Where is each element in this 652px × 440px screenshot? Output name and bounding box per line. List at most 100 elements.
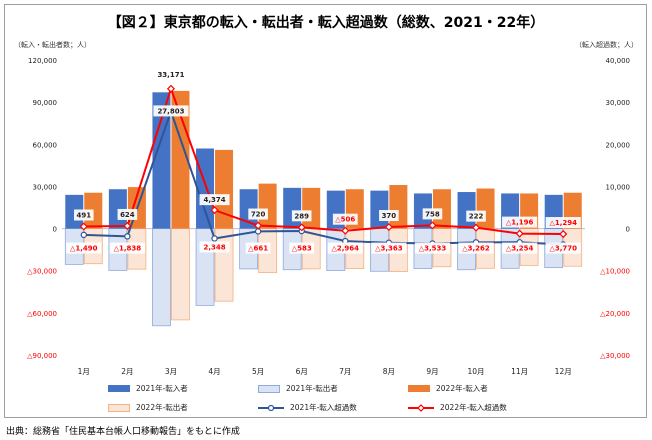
label-bg-net2021 [245, 242, 271, 254]
legend-out2021: 2021年-転出者 [258, 383, 338, 394]
point-net2021 [80, 231, 87, 239]
data-label-net2022: 4,374 [203, 196, 225, 204]
legend-swatch-in2022 [408, 385, 430, 392]
right-tick-label: 20,000 [606, 141, 631, 149]
data-label-net2021: △3,254 [506, 245, 534, 253]
left-tick-label: 60,000 [33, 141, 58, 149]
bar-in2021 [370, 190, 389, 229]
data-label-net2021: △583 [292, 245, 312, 253]
label-bg-net2021 [199, 241, 230, 253]
point-net2022 [210, 206, 219, 215]
data-label-net2022: 33,171 [157, 71, 184, 79]
label-bg-net2022 [199, 194, 230, 206]
label-bg-net2022 [248, 208, 268, 220]
point-net2022 [166, 84, 176, 93]
left-tick-label: 0 [53, 226, 57, 234]
right-tick-label: 0 [626, 226, 630, 234]
legend-label-in2021: 2021年-転入者 [136, 384, 188, 393]
data-label-net2022: △1,196 [506, 219, 534, 227]
data-label-net2021: △3,533 [419, 245, 447, 253]
chart-title: 【図２】東京都の転入・転出者・転入超過数（総数、2021・22年） [107, 15, 545, 31]
left-tick-label: △30,000 [27, 268, 57, 276]
source-note: 出典：総務省「住民基本台帳人口移動報告」をもとに作成 [6, 427, 240, 437]
left-tick-label: 120,000 [28, 57, 57, 65]
label-bg-net2022 [466, 210, 486, 222]
legend-swatch-out2021 [258, 384, 280, 393]
legend-in2022: 2022年-転入者 [408, 383, 488, 394]
data-label-net2022: 370 [382, 212, 397, 220]
label-bg-net2021 [371, 242, 407, 254]
bar-in2022 [215, 149, 234, 229]
bar-in2022 [389, 185, 408, 229]
point-net2022 [341, 226, 350, 235]
point-net2022 [428, 221, 437, 230]
data-label-net2022: 222 [469, 213, 484, 221]
legend-swatch-net2022 [408, 403, 434, 412]
left-tick-label: △90,000 [27, 352, 57, 360]
data-label-net2021: 27,803 [157, 107, 184, 115]
x-tick-label: 10月 [468, 367, 485, 376]
bar-out2021 [195, 228, 215, 306]
label-bg-net2022 [502, 216, 538, 228]
legend-swatch-net2021 [258, 404, 284, 411]
label-bg-net2022 [291, 210, 312, 222]
x-tick-label: 1月 [78, 367, 90, 376]
bar-in2021 [283, 187, 302, 229]
legend-label-in2022: 2022年-転入者 [436, 384, 488, 393]
bar-out2021 [152, 228, 171, 327]
legend-swatch-out2022 [108, 403, 130, 412]
chart-svg: 120,000 90,000 60,000 30,000 0 △30,000 △60,000… [27, 57, 631, 376]
point-net2022 [471, 223, 481, 232]
left-tick-label: 30,000 [33, 183, 58, 191]
label-bg-net2021 [458, 242, 494, 254]
data-label-net2021: △3,262 [462, 245, 490, 253]
label-bg-net2022 [117, 208, 138, 220]
label-bg-net2021 [66, 242, 102, 254]
point-net2022 [79, 222, 88, 231]
point-net2021 [124, 233, 131, 240]
label-bg-net2022 [379, 210, 399, 222]
legend-net2022: 2022年-転入超過数 [408, 402, 507, 413]
data-label-net2022: 624 [120, 211, 135, 219]
x-tick-label: 7月 [339, 367, 351, 376]
left-axis-unit: （転入・転出者数；人） [14, 41, 91, 49]
data-label-net2021: 2,348 [203, 243, 225, 251]
label-bg-net2021 [289, 242, 315, 254]
point-net2022 [254, 221, 263, 230]
right-axis-unit: （転入超過数；人） [575, 41, 638, 49]
data-label-net2021: △1,838 [114, 245, 142, 253]
legend-label-out2021: 2021年-転出者 [286, 384, 338, 393]
data-label-net2021: △3,770 [549, 245, 577, 253]
label-bg-net2022 [153, 68, 189, 80]
label-bg-net2022 [332, 213, 358, 225]
right-tick-label: △20,000 [600, 310, 630, 318]
x-tick-label: 5月 [252, 367, 264, 376]
legend-label-net2022: 2022年-転入超過数 [440, 403, 507, 412]
x-tick-label: 8月 [383, 367, 395, 376]
bar-in2022 [476, 188, 495, 229]
label-bg-net2021 [414, 242, 451, 254]
bar-out2022 [214, 228, 234, 302]
point-net2022 [297, 223, 306, 232]
label-bg-net2022 [422, 208, 443, 220]
x-tick-label: 3月 [165, 367, 177, 376]
label-bg-net2021 [109, 242, 145, 254]
point-net2021 [211, 235, 218, 242]
legend-label-net2021: 2021年-転入超過数 [290, 403, 357, 412]
bar-in2021 [457, 192, 476, 229]
label-bg-net2022 [73, 209, 94, 221]
bar-in2021 [196, 148, 215, 229]
bar-in2021 [108, 189, 127, 229]
point-net2022 [123, 221, 132, 230]
data-label-net2022: 289 [294, 212, 309, 220]
point-net2022 [384, 222, 393, 232]
right-tick-label: △30,000 [600, 352, 630, 360]
line-net2021 [83, 108, 564, 246]
label-bg-net2021 [153, 105, 189, 117]
x-tick-label: 12月 [555, 367, 572, 376]
legend-label-out2022: 2022年-転出者 [136, 403, 188, 412]
bar-out2022 [171, 228, 190, 321]
x-tick-label: 9月 [426, 367, 438, 376]
data-label-net2021: △2,964 [332, 245, 360, 253]
right-tick-label: △10,000 [600, 268, 630, 276]
